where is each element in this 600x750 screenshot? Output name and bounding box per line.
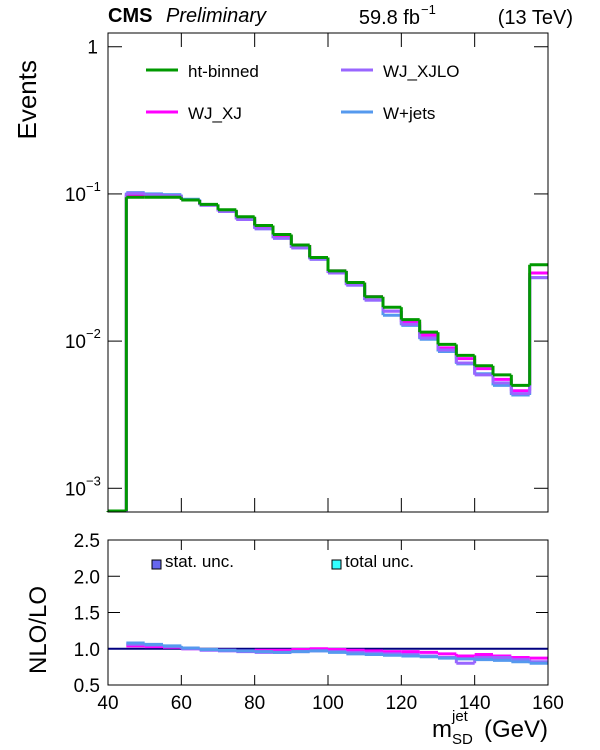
x-axis-title-sup: jet [451,708,469,725]
ratio-y-tick-label: 2.5 [74,531,100,552]
x-axis-title-sub: SD [452,731,473,748]
y-tick-label: 1 [87,38,98,59]
x-tick-label: 40 [97,693,118,714]
ratio-y-axis-title: NLO/LO [25,586,52,674]
lumi: 59.8 fb [359,7,420,29]
ratio-y-tick-label: 0.5 [74,676,100,697]
ratio-y-tick-label: 1.5 [74,604,100,625]
status: Preliminary [166,5,267,27]
ratio-legend-swatch [331,559,342,570]
y-axis-title: Events [12,60,42,140]
energy: (13 TeV) [498,7,573,29]
y-tick-exponent: −1 [86,179,101,194]
x-axis-title: m [432,716,452,743]
legend-label: WJ_XJLO [383,62,460,81]
ratio-legend-swatch [151,559,162,570]
x-tick-label: 80 [244,693,265,714]
y-tick-exponent: −3 [86,473,101,488]
x-tick-label: 100 [312,693,344,714]
x-axis-unit: (GeV) [484,716,548,743]
y-tick-label: 10 [65,185,86,206]
y-tick-label: 10 [65,479,86,500]
legend-label: W+jets [383,104,435,123]
x-tick-label: 160 [532,693,564,714]
ratio-legend-label: total unc. [345,552,414,571]
frame [107,32,549,513]
ratio-frame [107,539,549,686]
ratio-y-tick-label: 1.0 [74,640,100,661]
x-tick-label: 140 [459,693,491,714]
y-tick-exponent: −2 [86,326,101,341]
ratio-y-tick-label: 2.0 [74,567,100,588]
x-tick-label: 60 [171,693,192,714]
experiment: CMS [108,5,152,27]
legend-label: WJ_XJ [188,104,242,123]
legend-label: ht-binned [188,62,259,81]
x-tick-label: 120 [385,693,417,714]
lumi-exponent: −1 [421,2,436,17]
ratio-legend-label: stat. unc. [165,552,234,571]
y-tick-label: 10 [65,332,86,353]
